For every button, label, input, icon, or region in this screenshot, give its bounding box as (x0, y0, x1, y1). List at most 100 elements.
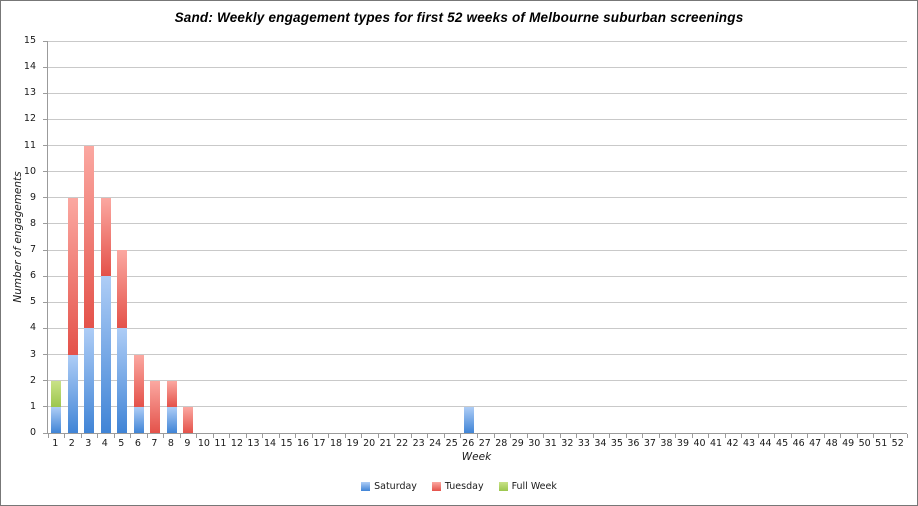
x-tick-label: 34 (594, 438, 607, 449)
x-axis-tick (295, 434, 297, 438)
x-tick-label: 44 (759, 438, 772, 449)
y-axis-tick (43, 301, 47, 303)
x-axis-tick (410, 434, 412, 438)
gridline-h (48, 301, 907, 303)
x-axis-tick (559, 434, 561, 438)
x-axis-tick (113, 434, 115, 438)
x-axis-tick (229, 434, 231, 438)
x-axis-tick (840, 434, 842, 438)
legend: Saturday Tuesday Full Week (1, 481, 917, 492)
x-tick-label: 49 (842, 438, 855, 449)
x-tick-label: 26 (462, 438, 475, 449)
gridline-h (48, 92, 907, 94)
gridline-h (48, 380, 907, 382)
x-axis-tick (80, 434, 82, 438)
x-tick-label: 28 (495, 438, 508, 449)
y-axis-tick (43, 92, 47, 94)
gridline-h (48, 249, 907, 251)
y-axis-tick (43, 66, 47, 68)
y-axis-tick (43, 406, 47, 408)
gridline-h (48, 66, 907, 68)
y-axis-tick (43, 249, 47, 251)
x-tick-label: 41 (709, 438, 723, 449)
x-tick-label: 16 (296, 438, 310, 449)
x-tick-label: 31 (544, 438, 557, 449)
x-axis-tick (163, 434, 165, 438)
x-tick-label: 52 (891, 438, 904, 449)
x-axis-tick (262, 434, 264, 438)
x-tick-label: 24 (429, 438, 442, 449)
x-axis-tick (196, 434, 198, 438)
x-tick-label: 15 (280, 438, 293, 449)
y-axis-tick (43, 432, 47, 434)
x-tick-label: 12 (230, 438, 243, 449)
legend-label: Saturday (374, 481, 417, 492)
x-axis-tick (328, 434, 330, 438)
x-axis-tick (443, 434, 445, 438)
chart-title: Sand: Weekly engagement types for first … (174, 10, 744, 25)
gridline-h (48, 406, 907, 408)
x-tick-label: 21 (379, 438, 392, 449)
gridline-h (48, 40, 907, 42)
x-axis-tick (906, 434, 908, 438)
x-tick-label: 46 (792, 438, 805, 449)
x-tick-label: 5 (118, 438, 125, 449)
x-tick-label: 17 (313, 438, 326, 449)
bar-full-week-week-1 (51, 380, 62, 407)
y-axis-tick (43, 354, 47, 356)
y-tick-label: 11 (23, 139, 36, 151)
y-tick-label: 15 (23, 35, 36, 46)
x-axis-tick (873, 434, 875, 438)
x-tick-label: 10 (197, 438, 210, 449)
bar-saturday-week-3 (84, 328, 95, 433)
x-tick-label: 35 (610, 438, 623, 449)
x-tick-label: 45 (776, 438, 789, 449)
x-axis-tick (675, 434, 677, 438)
x-tick-label: 27 (478, 438, 491, 449)
x-axis-tick (477, 434, 478, 438)
x-axis-tick (807, 434, 809, 438)
x-axis-tick (576, 434, 578, 438)
x-axis-tick (543, 434, 545, 438)
bar-saturday-week-26 (464, 406, 475, 433)
y-axis-tick (43, 197, 47, 199)
x-tick-label: 32 (561, 438, 574, 449)
y-tick-label: 10 (23, 165, 36, 177)
y-tick-label: 3 (29, 348, 36, 360)
bar-tuesday-week-8 (166, 380, 177, 407)
x-axis-tick (47, 434, 49, 438)
x-axis-tick (212, 434, 214, 438)
x-axis-tick (510, 434, 512, 438)
x-tick-label: 6 (134, 438, 141, 449)
x-tick-label: 29 (511, 438, 524, 449)
legend-item-full-week: Full Week (498, 481, 557, 492)
x-tick-label: 13 (247, 438, 260, 449)
y-axis-tick (43, 171, 47, 173)
gridline-h (48, 354, 907, 356)
gridline-h (48, 145, 907, 147)
y-axis-tick (43, 118, 47, 120)
bar-tuesday-week-9 (183, 406, 194, 433)
bar-tuesday-week-5 (117, 250, 128, 329)
x-axis-tick (278, 434, 280, 438)
x-axis-tick (790, 434, 792, 438)
x-axis-tick (427, 434, 429, 438)
x-tick-label: 30 (528, 438, 541, 449)
x-axis-tick (889, 434, 891, 438)
y-tick-label: 5 (29, 296, 36, 308)
gridline-h (48, 223, 907, 225)
x-tick-label: 33 (577, 438, 590, 449)
x-axis-tick (823, 434, 825, 438)
gridline-h (48, 275, 907, 277)
y-axis-tick (43, 275, 47, 277)
y-tick-label: 8 (29, 217, 36, 229)
x-axis-tick (741, 434, 743, 438)
x-axis-tick (691, 434, 693, 438)
x-tick-label: 38 (660, 438, 673, 449)
x-tick-label: 22 (396, 438, 409, 449)
x-tick-label: 4 (101, 438, 108, 449)
x-axis-title: Week (461, 451, 492, 463)
x-tick-label: 36 (627, 438, 640, 449)
x-axis-tick (642, 434, 644, 438)
bar-saturday-week-4 (100, 276, 111, 433)
